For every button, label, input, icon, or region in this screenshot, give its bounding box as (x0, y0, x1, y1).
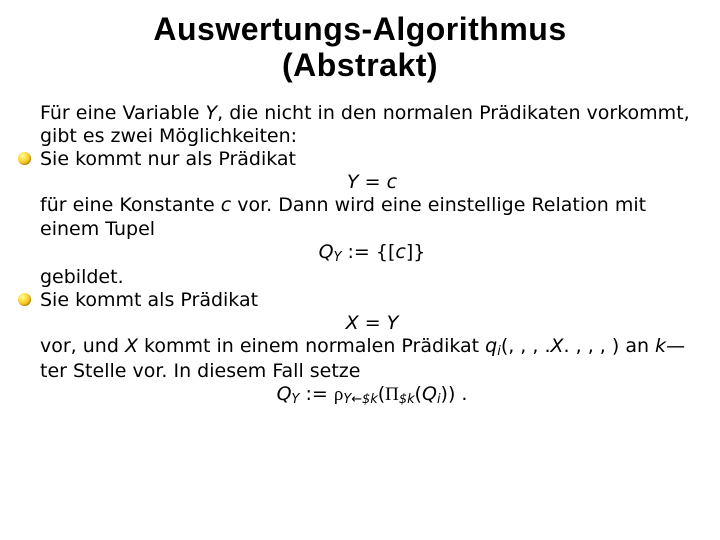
eq4-def: := (299, 383, 333, 405)
eq3-Y: Y (387, 312, 399, 334)
bullet-case-2: Sie kommt als Prädikat (16, 289, 704, 312)
title-line-2: (Abstrakt) (282, 47, 438, 83)
paragraph-gebildet: gebildet. (16, 266, 704, 289)
p2-text-a: für eine Konstante (40, 194, 221, 216)
paragraph-projection: vor, und X kommt in einem normalen Prädi… (16, 335, 704, 383)
eq4-close: )) . (441, 383, 468, 405)
eq4-open: ( (378, 383, 385, 405)
bullet-1-text: Sie kommt nur als Prädikat (40, 148, 296, 170)
eq4-rho-sub: Y←$k (343, 393, 377, 408)
eq2-c: c (395, 241, 405, 263)
eq4-Pi: Π (385, 384, 399, 405)
bullet-2-text: Sie kommt als Prädikat (40, 289, 258, 311)
p4-q: q (485, 335, 497, 357)
p4-Xdot: X (551, 335, 564, 357)
eq2-close: ]} (406, 241, 426, 263)
equation-X-eq-Y: X = Y (16, 312, 704, 335)
eq1-lhs: Y (347, 171, 359, 193)
equation-QY-projection: QY := ρY←$k(Π$k(Qi)) . (16, 383, 704, 408)
bullet-icon (18, 152, 31, 165)
eq4-rho: ρ (334, 384, 343, 405)
p4-d: . , , , ) an (564, 335, 656, 357)
p4-c: (, , , . (501, 335, 551, 357)
eq3-X: X (346, 312, 359, 334)
equation-QY-singleton: QY := {[c]} (16, 241, 704, 266)
eq1-eq: = (359, 171, 387, 193)
eq1-rhs: c (387, 171, 397, 193)
eq2-Q: Q (319, 241, 334, 263)
eq3-eq: = (359, 312, 387, 334)
slide-title: Auswertungs-Algorithmus (Abstrakt) (16, 12, 704, 84)
p4-k: k (655, 335, 666, 357)
p4-a: vor, und (40, 335, 125, 357)
p2-var-c: c (221, 194, 231, 216)
intro-var-Y: Y (206, 102, 218, 124)
eq4-Q: Q (277, 383, 292, 405)
p4-b: kommt in einem normalen Prädikat (138, 335, 485, 357)
p4-X: X (125, 335, 138, 357)
bullet-case-1: Sie kommt nur als Prädikat (16, 148, 704, 171)
bullet-icon (18, 293, 31, 306)
eq4-open2: ( (415, 383, 422, 405)
eq4-Qi: Q (422, 383, 437, 405)
intro-paragraph: Für eine Variable Y, die nicht in den no… (16, 102, 704, 148)
slide-root: Auswertungs-Algorithmus (Abstrakt) Für e… (0, 0, 720, 540)
eq4-Pi-sub: $k (399, 393, 415, 408)
p3-text: gebildet. (40, 266, 124, 288)
equation-Y-eq-c: Y = c (16, 171, 704, 194)
slide-body: Für eine Variable Y, die nicht in den no… (16, 102, 704, 409)
paragraph-constant: für eine Konstante c vor. Dann wird eine… (16, 194, 704, 240)
intro-text-a: Für eine Variable (40, 102, 206, 124)
title-line-1: Auswertungs-Algorithmus (153, 11, 566, 47)
eq2-def: := {[ (341, 241, 395, 263)
